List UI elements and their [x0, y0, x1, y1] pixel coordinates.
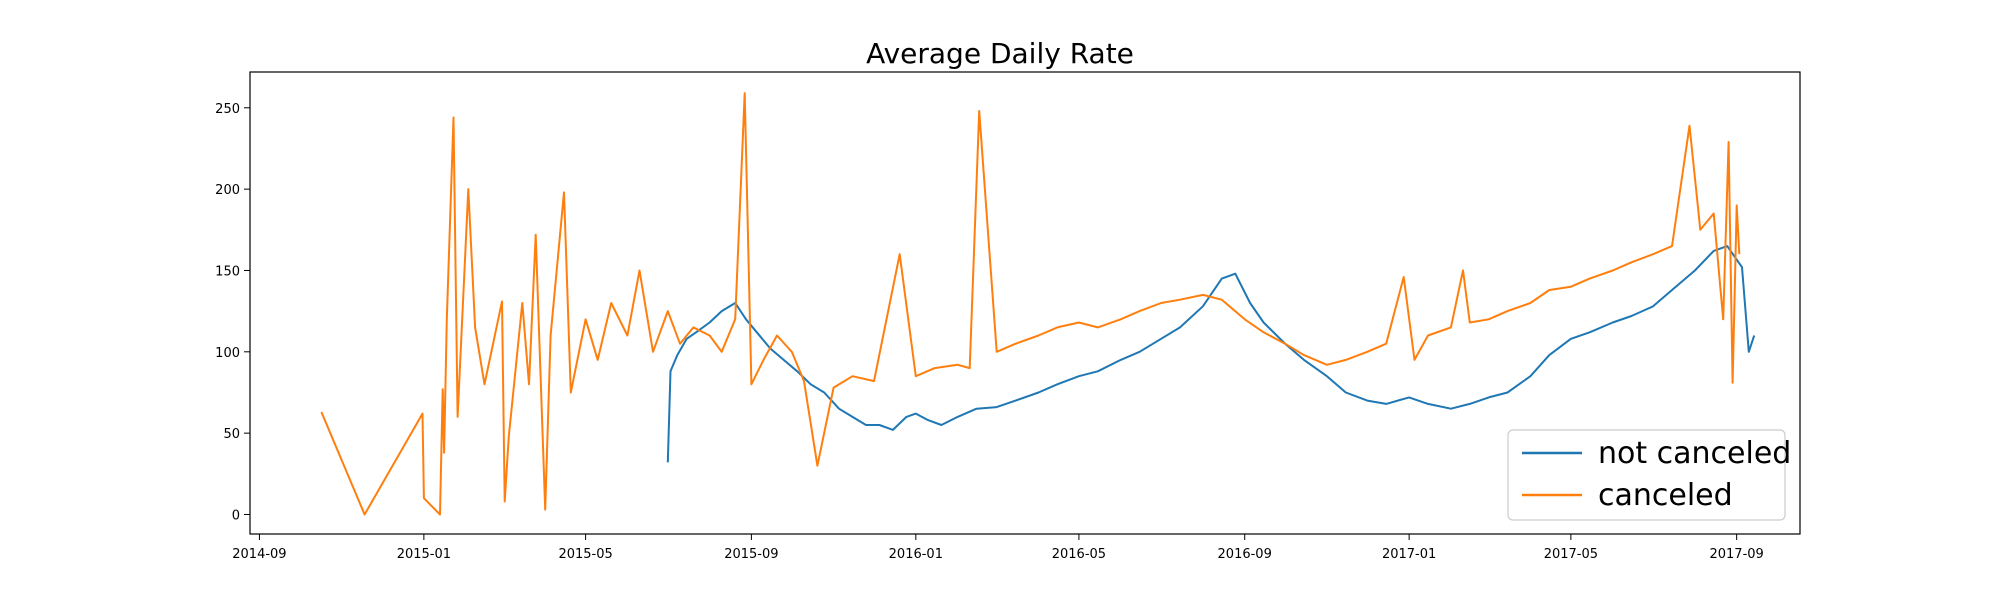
- x-axis: 2014-09 2015-01 2015-05 2015-09 2016-01 2016-…: [232, 534, 1764, 562]
- x-tick-label: 2016-09: [1218, 547, 1272, 562]
- y-tick-label: 0: [232, 508, 240, 523]
- y-tick-label: 200: [215, 183, 240, 198]
- x-tick-label: 2016-05: [1052, 547, 1106, 562]
- x-tick-label: 2015-05: [558, 547, 612, 562]
- series-line-not-canceled: [666, 245, 1756, 463]
- plot-area: [249, 71, 1801, 535]
- series-line-canceled: [320, 92, 1741, 516]
- x-tick-label: 2015-09: [724, 547, 778, 562]
- legend-label: not canceled: [1598, 436, 1791, 471]
- series-layer: [320, 92, 1756, 516]
- legend: not canceled canceled: [1507, 429, 1791, 521]
- y-tick-label: 250: [215, 102, 240, 117]
- y-tick-label: 100: [215, 346, 240, 361]
- x-tick-label: 2017-05: [1544, 547, 1598, 562]
- x-tick-label: 2015-01: [397, 547, 451, 562]
- x-tick-label: 2016-01: [889, 547, 943, 562]
- x-tick-label: 2017-01: [1382, 547, 1436, 562]
- y-axis: 0 50 100 150 200 250: [215, 102, 250, 523]
- chart-title: Average Daily Rate: [866, 37, 1134, 70]
- plot-frame: [249, 71, 1801, 535]
- y-tick-label: 150: [215, 264, 240, 279]
- x-tick-label: 2014-09: [232, 547, 286, 562]
- x-tick-label: 2017-09: [1709, 547, 1763, 562]
- y-tick-label: 50: [223, 427, 240, 442]
- legend-label: canceled: [1598, 478, 1733, 513]
